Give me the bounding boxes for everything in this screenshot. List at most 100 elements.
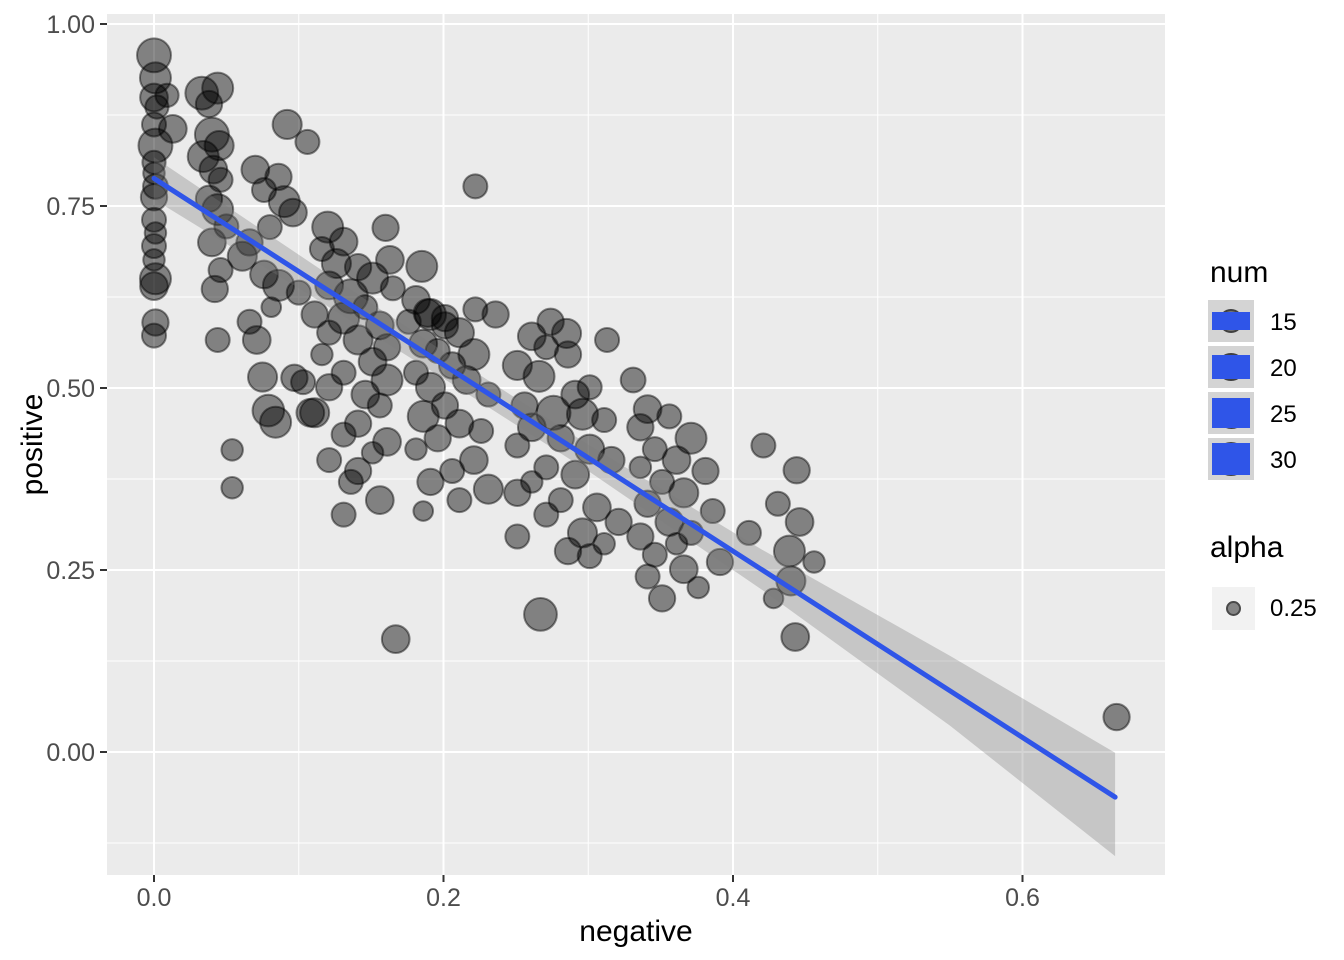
data-point xyxy=(294,128,321,155)
data-point xyxy=(300,300,329,329)
data-point xyxy=(735,519,762,546)
data-point xyxy=(193,116,230,153)
data-point xyxy=(503,478,532,507)
data-point xyxy=(784,507,815,537)
y-tick-label: 0.50 xyxy=(46,375,95,403)
data-point xyxy=(457,338,491,372)
data-point xyxy=(462,296,489,323)
data-point xyxy=(264,162,293,192)
data-point xyxy=(468,417,495,444)
data-point xyxy=(314,270,345,301)
legend-num-key-20 xyxy=(1208,346,1254,388)
data-point xyxy=(142,248,166,272)
data-point xyxy=(661,445,692,475)
data-point xyxy=(139,271,169,301)
data-point xyxy=(140,322,168,349)
data-point xyxy=(802,550,826,574)
data-point xyxy=(143,221,168,245)
data-point xyxy=(501,349,533,381)
data-point xyxy=(582,492,612,523)
data-point xyxy=(444,408,475,439)
data-point xyxy=(207,257,234,284)
data-point xyxy=(576,543,603,570)
point-alpha-glyph xyxy=(1226,601,1241,616)
data-point xyxy=(462,173,489,200)
y-tick-label: 0.75 xyxy=(46,193,95,221)
y-axis-title: positive xyxy=(16,394,49,496)
x-tick-label: 0.6 xyxy=(1005,884,1040,912)
data-point xyxy=(140,206,168,233)
legend-num-label: 25 xyxy=(1270,401,1297,428)
legend-alpha-key xyxy=(1212,587,1255,630)
data-point xyxy=(626,522,655,551)
data-point xyxy=(604,507,633,537)
data-point xyxy=(1102,702,1131,732)
data-point xyxy=(343,252,373,282)
data-point xyxy=(285,279,312,306)
smooth-line-glyph xyxy=(1212,312,1250,330)
data-point xyxy=(430,303,460,333)
data-point xyxy=(443,317,475,349)
data-point xyxy=(140,233,168,260)
data-point xyxy=(592,532,616,556)
smooth-line-glyph xyxy=(1212,355,1250,379)
data-point xyxy=(316,319,343,346)
data-point xyxy=(686,575,710,600)
data-point xyxy=(247,361,279,393)
data-point xyxy=(194,89,224,119)
data-point xyxy=(350,379,381,410)
data-point xyxy=(430,311,460,340)
data-point xyxy=(251,393,286,428)
data-point xyxy=(380,624,411,655)
data-point xyxy=(320,247,352,280)
data-point xyxy=(138,262,172,296)
data-point xyxy=(141,149,167,175)
data-point xyxy=(375,245,405,275)
data-point xyxy=(267,185,301,219)
legend-alpha-title: alpha xyxy=(1210,531,1284,564)
data-point xyxy=(316,447,343,474)
legend-num-label: 15 xyxy=(1270,309,1297,336)
data-point xyxy=(481,300,510,329)
data-point xyxy=(184,75,220,111)
data-point xyxy=(337,468,364,495)
y-tick-label: 0.25 xyxy=(46,557,95,585)
legend-num-title: num xyxy=(1210,256,1269,289)
data-point xyxy=(240,154,271,185)
data-point xyxy=(330,501,357,528)
data-point xyxy=(280,363,309,392)
data-point xyxy=(299,397,331,429)
data-point xyxy=(668,477,700,509)
legend-num-label: 30 xyxy=(1270,447,1297,474)
data-point xyxy=(594,326,621,353)
plot-panel xyxy=(107,14,1165,875)
data-point xyxy=(370,363,404,397)
data-point xyxy=(423,424,452,453)
data-point xyxy=(664,532,689,556)
data-point xyxy=(343,409,373,438)
data-point xyxy=(405,249,439,283)
data-point xyxy=(203,130,235,162)
data-point xyxy=(201,71,235,105)
data-point xyxy=(412,298,443,328)
data-point xyxy=(401,285,431,315)
data-point xyxy=(533,454,560,481)
data-point xyxy=(634,563,661,590)
data-point xyxy=(699,498,726,525)
data-point xyxy=(566,517,599,549)
data-point xyxy=(522,359,556,393)
data-point xyxy=(516,412,547,443)
data-point xyxy=(366,392,393,419)
data-point xyxy=(142,161,166,185)
data-point xyxy=(360,441,385,465)
data-point xyxy=(430,391,460,420)
data-point xyxy=(379,275,406,302)
data-point xyxy=(295,397,326,428)
data-point xyxy=(311,210,345,244)
data-point xyxy=(200,274,229,304)
legend-num-key-25 xyxy=(1208,392,1254,434)
data-point xyxy=(271,108,303,141)
y-tick-label: 1.00 xyxy=(46,11,95,39)
data-point xyxy=(226,240,258,272)
